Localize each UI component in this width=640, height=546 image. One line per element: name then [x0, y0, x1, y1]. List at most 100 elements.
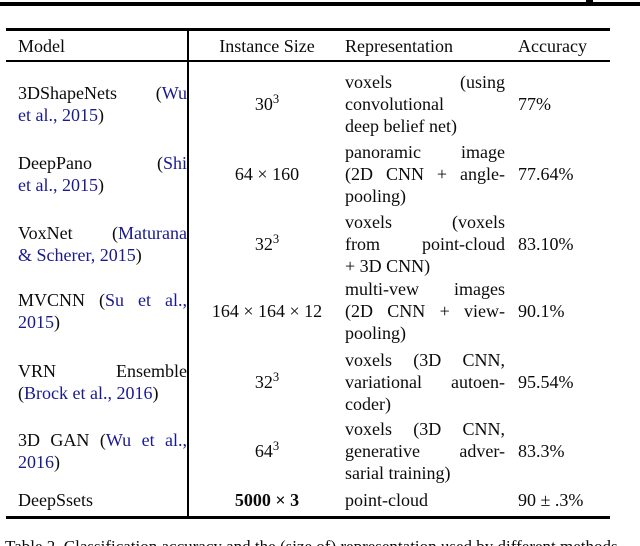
header-separator-rule: [6, 60, 610, 62]
accuracy-cell: 90 ± .3%: [518, 486, 610, 514]
representation-cell: panoramic image (2D CNN + angle-pooling): [345, 141, 505, 207]
representation-line: voxels (voxels: [345, 212, 505, 232]
representation-line: generative adver-: [345, 441, 505, 461]
results-table: Model Instance Size Representation Accur…: [6, 28, 610, 520]
model-line: 3D GAN (Wu et al.,: [18, 429, 187, 451]
representation-line: pooling): [345, 323, 406, 343]
column-header-instance-size: Instance Size: [219, 36, 315, 56]
citation-link[interactable]: Maturana: [118, 223, 187, 243]
representation-line: + 3D CNN): [345, 256, 431, 276]
representation-cell: voxels (3D CNN, variational autoen-coder): [345, 349, 505, 415]
representation-cell: voxels (voxels from point-cloud + 3D CNN): [345, 211, 505, 277]
representation-line: (2D CNN + angle-: [345, 164, 505, 184]
representation-cell: voxels (3D CNN, generative adver-sarial t…: [345, 418, 505, 484]
table-bottom-rule: [6, 516, 610, 519]
column-header-representation: Representation: [345, 36, 453, 56]
representation-cell: multi-vew images (2D CNN + view-pooling): [345, 278, 505, 344]
column-header-accuracy: Accuracy: [518, 36, 587, 56]
citation-link[interactable]: Su et al.,: [105, 290, 187, 310]
representation-line: variational autoen-: [345, 372, 505, 392]
accuracy-value: 77.64%: [518, 164, 574, 184]
text-segment: ): [152, 383, 159, 403]
instance-size-value: 323: [189, 371, 345, 393]
model-line: et al., 2015): [18, 104, 187, 126]
text-segment: 3: [272, 92, 280, 106]
page-top-rule: [0, 2, 640, 6]
citation-link[interactable]: Brock et al., 2016: [24, 383, 153, 403]
accuracy-cell: 90.1%: [518, 278, 610, 344]
instance-size-cell: 64 × 160: [189, 141, 345, 207]
representation-line: voxels (3D CNN,: [345, 419, 505, 439]
accuracy-value: 77%: [518, 94, 551, 114]
citation-link[interactable]: Wu: [161, 83, 187, 103]
instance-size-value: 303: [189, 93, 345, 115]
text-segment: 3DShapeNets (: [18, 83, 162, 103]
representation-cell: point-cloud: [345, 486, 505, 514]
representation-line: point-cloud: [345, 490, 428, 510]
table-row: MVCNN (Su et al., 2015) 164 × 164 × 12 mult…: [6, 278, 610, 344]
text-segment: 64: [254, 441, 273, 461]
model-line: VRN Ensemble: [18, 360, 187, 382]
model-cell: MVCNN (Su et al., 2015): [18, 278, 187, 344]
model-line: DeepPano (Shi: [18, 152, 187, 174]
text-segment: VoxNet (: [18, 223, 119, 243]
table-row: VRN Ensemble (Brock et al., 2016) 323 voxel…: [6, 349, 610, 415]
text-segment: MVCNN (: [18, 290, 105, 310]
model-cell: DeepPano (Shi et al., 2015): [18, 141, 187, 207]
table-caption: Table 2. Classification accuracy and the…: [5, 536, 637, 546]
model-line: & Scherer, 2015): [18, 244, 187, 266]
text-segment: ): [54, 452, 60, 472]
model-line: 3DShapeNets (Wu: [18, 82, 187, 104]
text-segment: 3: [272, 370, 280, 384]
accuracy-cell: 77%: [518, 71, 610, 137]
citation-link[interactable]: et al., 2015: [18, 105, 98, 125]
text-segment: ): [135, 245, 142, 265]
model-cell: VRN Ensemble (Brock et al., 2016): [18, 349, 187, 415]
model-line: MVCNN (Su et al.,: [18, 289, 187, 311]
text-segment: DeepSsets: [18, 490, 93, 510]
model-cell: 3DShapeNets (Wu et al., 2015): [18, 71, 187, 137]
representation-line: convolutional: [345, 94, 444, 114]
citation-link[interactable]: & Scherer, 2015: [18, 245, 136, 265]
instance-size-value: 64 × 160: [189, 163, 345, 185]
column-divider-rule: [187, 30, 189, 517]
accuracy-value: 90 ± .3%: [518, 490, 584, 510]
column-header-model: Model: [18, 36, 65, 56]
representation-line: from point-cloud: [345, 234, 505, 254]
accuracy-value: 95.54%: [518, 372, 574, 392]
table-row: DeepSsets 5000 × 3 point-cloud 90 ± .3%: [6, 486, 610, 514]
text-segment: 3: [272, 232, 280, 246]
model-cell: DeepSsets: [18, 486, 187, 514]
text-segment: (: [18, 383, 24, 403]
model-line: 2015): [18, 311, 187, 333]
table-row: 3DShapeNets (Wu et al., 2015) 303 voxels (u…: [6, 71, 610, 137]
citation-link[interactable]: Shi: [162, 153, 187, 173]
instance-size-cell: 303: [189, 71, 345, 137]
text-segment: VRN Ensemble: [18, 361, 187, 381]
text-segment: 5000 × 3: [234, 490, 300, 510]
representation-line: multi-vew images: [345, 279, 505, 299]
citation-link[interactable]: 2016: [18, 452, 54, 472]
model-cell: VoxNet (Maturana & Scherer, 2015): [18, 211, 187, 277]
representation-line: sarial training): [345, 463, 451, 483]
text-segment: 164 × 164 × 12: [211, 301, 323, 321]
citation-link[interactable]: Wu et al.,: [105, 430, 187, 450]
text-segment: ): [97, 105, 104, 125]
representation-line: panoramic image: [345, 142, 505, 162]
text-segment: 32: [254, 372, 273, 392]
instance-size-cell: 323: [189, 349, 345, 415]
table-row: VoxNet (Maturana & Scherer, 2015) 323 voxel…: [6, 211, 610, 277]
accuracy-cell: 77.64%: [518, 141, 610, 207]
model-cell: 3D GAN (Wu et al., 2016): [18, 418, 187, 484]
citation-link[interactable]: et al., 2015: [18, 175, 98, 195]
model-line: VoxNet (Maturana: [18, 222, 187, 244]
representation-line: deep belief net): [345, 116, 457, 136]
instance-size-cell: 5000 × 3: [189, 486, 345, 514]
citation-link[interactable]: 2015: [18, 312, 54, 332]
accuracy-value: 90.1%: [518, 301, 565, 321]
text-segment: 64 × 160: [234, 164, 300, 184]
text-segment: 32: [254, 234, 273, 254]
representation-line: coder): [345, 394, 391, 414]
representation-line: pooling): [345, 186, 406, 206]
